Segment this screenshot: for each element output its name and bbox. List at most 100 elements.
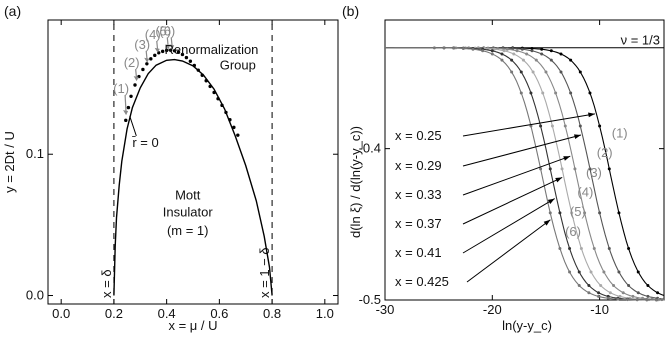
x-tick-label: 1.0	[316, 306, 334, 321]
marker-arrow	[124, 95, 127, 114]
rg-point	[149, 57, 153, 61]
rg-point	[172, 49, 177, 53]
series-point	[521, 58, 525, 62]
series-point	[548, 167, 552, 171]
series-point	[583, 211, 587, 215]
series-number: (6)	[565, 224, 581, 239]
annotation: Insulator	[163, 204, 214, 219]
series-point	[529, 91, 533, 95]
rg-point	[192, 63, 197, 68]
panel-a-ticks: 0.0 0.2 0.4 0.6 0.8 1.0 0.0 0.1	[26, 20, 338, 321]
rg-point	[168, 48, 173, 52]
marker-label: (4)	[145, 27, 161, 42]
rg-point	[224, 110, 228, 115]
rg-point	[184, 55, 189, 60]
annotation: (m = 1)	[167, 223, 209, 238]
series-point	[490, 52, 494, 56]
series-point	[627, 284, 631, 288]
nu-label: ν = 1/3	[621, 33, 660, 48]
marker-arrowhead	[165, 44, 171, 50]
series-arrowhead	[563, 156, 571, 161]
series-point	[602, 270, 606, 274]
series-point	[631, 294, 635, 298]
panel-a-label: (a)	[4, 3, 21, 19]
series-point	[592, 246, 596, 250]
rg-point	[236, 133, 240, 137]
series-point	[621, 291, 625, 295]
series-point	[550, 124, 554, 128]
series-point	[597, 291, 601, 295]
series-number: (3)	[586, 165, 602, 180]
series-number: (4)	[577, 185, 593, 200]
series-point	[597, 294, 601, 298]
series-point	[471, 47, 475, 51]
series-point	[635, 298, 639, 302]
annotation: Group	[220, 57, 256, 72]
y-tick-label: 0.0	[26, 288, 44, 303]
series-point	[539, 124, 543, 128]
y-tick-label: 0.1	[26, 146, 44, 161]
series-name: x = 0.25	[395, 128, 442, 143]
marker-arrowhead	[169, 44, 175, 50]
series-name: x = 0.37	[395, 216, 442, 231]
rg-point	[153, 53, 157, 58]
series-line	[385, 47, 664, 301]
series-point	[617, 270, 621, 274]
series-point	[579, 246, 583, 250]
series-number: (5)	[570, 204, 586, 219]
rg-point	[232, 125, 236, 130]
panel-b: (b) ln(y-y_c) d(ln ξ) / d(ln(y-y_c)) -30…	[342, 3, 665, 333]
y-tick-label: -0.4	[359, 141, 381, 156]
series-point	[656, 291, 660, 295]
series-arrow	[462, 155, 571, 196]
series-arrowhead	[574, 134, 581, 140]
series-point	[519, 70, 523, 74]
series-point	[599, 284, 603, 288]
series-point	[510, 58, 514, 62]
rg-point	[145, 62, 149, 66]
series-point	[618, 294, 622, 298]
annotation: r̄ = 0	[132, 135, 159, 150]
series-point	[530, 49, 534, 53]
series-point	[627, 246, 631, 250]
series-arrowhead	[588, 112, 595, 118]
rg-point	[220, 103, 224, 108]
panel-a-ylabel: y = 2Dt / U	[2, 131, 17, 193]
vline-label: x = δ	[99, 269, 114, 298]
panel-a-xlabel: x = μ / U	[168, 318, 217, 333]
x-tick-label: 0.2	[105, 306, 123, 321]
series-point	[505, 47, 509, 51]
rg-point	[133, 83, 137, 87]
series-point	[541, 91, 545, 95]
series-point	[512, 52, 516, 56]
series-point	[539, 167, 543, 171]
series-point	[636, 270, 640, 274]
series-line	[385, 47, 665, 301]
series-point	[578, 70, 582, 74]
rg-point	[212, 90, 216, 95]
series-point	[500, 58, 504, 62]
series-point	[588, 91, 592, 95]
marker-label: (5)	[155, 23, 171, 38]
series-point	[626, 298, 630, 302]
series-point	[617, 211, 621, 215]
series-line	[384, 47, 664, 301]
series-point	[515, 49, 519, 53]
y-tick-label: -0.5	[359, 292, 381, 307]
marker-label: (3)	[134, 37, 150, 52]
series-point	[549, 58, 553, 62]
series-point	[511, 46, 515, 50]
series-point	[636, 291, 640, 295]
panel-a: (a) x = μ / U y = 2Dt / U 0.0 0.2 0.4 0.6 0.…	[2, 3, 339, 333]
panel-b-series	[384, 46, 665, 302]
series-point	[654, 298, 658, 302]
x-tick-label: 0.0	[52, 306, 70, 321]
series-point	[570, 211, 574, 215]
series-line	[385, 47, 665, 300]
series-point	[577, 270, 581, 274]
series-point	[616, 297, 620, 301]
series-point	[540, 52, 544, 56]
rg-point	[200, 73, 204, 77]
series-name: x = 0.33	[395, 187, 442, 202]
series-arrowhead	[555, 177, 563, 183]
